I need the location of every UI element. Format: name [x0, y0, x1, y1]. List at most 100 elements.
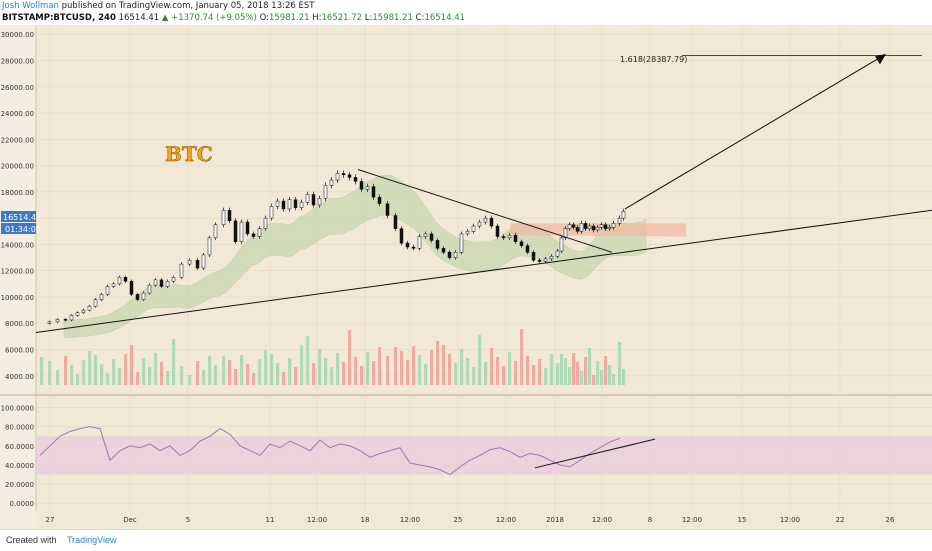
- price-tick-label: 20000.00: [1, 163, 34, 171]
- time-tick-label: 25: [454, 516, 463, 524]
- candle: [227, 210, 232, 222]
- volume-bar: [572, 353, 576, 385]
- open-value: 15981.21: [268, 13, 310, 23]
- volume-bar: [520, 329, 524, 385]
- candle: [599, 224, 604, 228]
- volume-bar: [502, 366, 506, 385]
- candle: [233, 220, 238, 243]
- volume-bar: [406, 360, 410, 385]
- volume-bar: [538, 359, 542, 385]
- volume-bar: [564, 358, 568, 385]
- candle: [489, 217, 494, 227]
- last-price-tag: [1, 211, 36, 222]
- candle: [93, 299, 98, 307]
- price-tick-label: 6000.00: [5, 347, 34, 355]
- volume-bar: [82, 360, 86, 385]
- candle: [75, 312, 80, 316]
- time-tick-label: Dec: [123, 516, 137, 524]
- volume-bar: [466, 358, 470, 385]
- candle: [531, 252, 536, 261]
- candle: [257, 228, 262, 237]
- candle: [299, 202, 304, 208]
- candle: [335, 173, 340, 181]
- volume-bar: [270, 354, 274, 385]
- candle: [55, 319, 60, 323]
- candle: [571, 224, 576, 228]
- candle: [393, 215, 398, 229]
- volume-bar: [576, 362, 580, 385]
- price-chart[interactable]: 27 Dec 5 11 12:00 18 12:00 25 12:00 2018 12:00 8 12:…: [0, 25, 932, 529]
- candle: [135, 294, 140, 300]
- volume-bar: [556, 363, 560, 385]
- time-tick-label: 12:00: [592, 516, 612, 524]
- volume-bar: [612, 374, 616, 385]
- tradingview-logo[interactable]: TradingView: [67, 535, 117, 545]
- candle: [537, 259, 542, 262]
- volume-bar: [472, 367, 476, 385]
- author-link[interactable]: Josh Wollman: [2, 1, 59, 11]
- candle: [87, 305, 92, 311]
- time-tick-label: 26: [886, 516, 895, 524]
- volume-bar: [526, 356, 530, 385]
- candle: [147, 284, 152, 294]
- high-label: H:: [312, 13, 322, 23]
- candle: [595, 227, 600, 231]
- low-label: L:: [364, 13, 373, 23]
- candle: [611, 223, 616, 228]
- volume-bar: [366, 352, 370, 385]
- candle: [583, 223, 588, 229]
- volume-bar: [88, 351, 92, 385]
- candle: [365, 186, 370, 190]
- countdown-tag: [1, 223, 36, 234]
- price-tick-label: 22000.00: [1, 136, 34, 144]
- volume-bar: [430, 350, 434, 385]
- volume-bar: [282, 372, 286, 385]
- candle: [621, 211, 626, 219]
- close-value: 16514.41: [424, 13, 466, 23]
- candle: [617, 217, 622, 224]
- volume-bar: [124, 354, 128, 385]
- candle: [405, 242, 410, 248]
- volume-bar: [306, 336, 310, 385]
- projection-arrowhead: [875, 53, 886, 65]
- volume-bar: [100, 364, 104, 385]
- candle: [555, 250, 560, 257]
- volume-bar: [112, 359, 116, 385]
- candle: [519, 241, 524, 246]
- candle: [221, 210, 226, 225]
- candle: [195, 259, 200, 269]
- support-trendline: [35, 209, 932, 333]
- candle: [447, 252, 452, 258]
- volume-bar: [386, 356, 390, 385]
- rsi-tick-label: 100.0000: [1, 405, 34, 413]
- volume-bar: [40, 357, 44, 385]
- volume-bar: [424, 364, 428, 385]
- price-tick-label: 26000.00: [1, 84, 34, 92]
- candle: [377, 196, 382, 204]
- candle: [287, 199, 292, 210]
- candle: [507, 234, 512, 239]
- candle: [559, 237, 564, 252]
- time-tick-label: 2018: [546, 516, 564, 524]
- volume-bar: [508, 352, 512, 385]
- cloud-area: [63, 174, 647, 339]
- volume-bar: [136, 372, 140, 385]
- volume-bar: [312, 363, 316, 385]
- candle: [579, 223, 584, 232]
- candle: [441, 248, 446, 253]
- rsi-band: [36, 436, 932, 475]
- candle: [549, 255, 554, 260]
- candle: [117, 277, 122, 285]
- candle: [171, 277, 176, 282]
- volume-bar: [436, 341, 440, 385]
- volume-bar: [288, 358, 292, 385]
- projection-arrow-line: [624, 54, 885, 210]
- volume-bar: [160, 362, 164, 385]
- candle: [245, 221, 250, 235]
- volume-bar: [618, 342, 622, 385]
- volume-bar: [372, 361, 376, 385]
- volume-bar: [234, 369, 238, 385]
- rsi-tick-label: 20.0000: [5, 481, 34, 489]
- price-tick-label: 18000.00: [1, 189, 34, 197]
- candle: [591, 225, 596, 231]
